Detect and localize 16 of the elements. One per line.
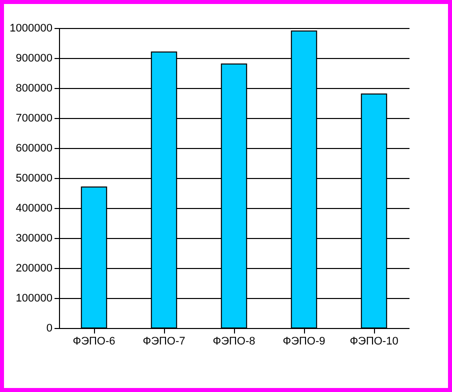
y-tick-label: 500000 <box>16 172 52 184</box>
y-tick-label: 700000 <box>16 112 52 124</box>
y-tick-label: 200000 <box>16 262 52 274</box>
y-tick-label: 100000 <box>16 292 52 304</box>
y-tick-label: 300000 <box>16 232 52 244</box>
x-tick-label: ФЭПО-7 <box>142 336 186 348</box>
y-tick-label: 900000 <box>16 52 52 64</box>
y-tick-label: 600000 <box>16 142 52 154</box>
y-tick-label: 800000 <box>16 82 52 94</box>
x-tick-label: ФЭПО-6 <box>72 336 116 348</box>
x-tick-label: ФЭПО-8 <box>212 336 256 348</box>
y-tick-label: 0 <box>46 322 52 334</box>
x-tick-label: ФЭПО-9 <box>282 336 326 348</box>
y-tick-label: 400000 <box>16 202 52 214</box>
y-tick-label: 1000000 <box>10 22 52 34</box>
x-tick-label: ФЭПО-10 <box>350 336 398 348</box>
